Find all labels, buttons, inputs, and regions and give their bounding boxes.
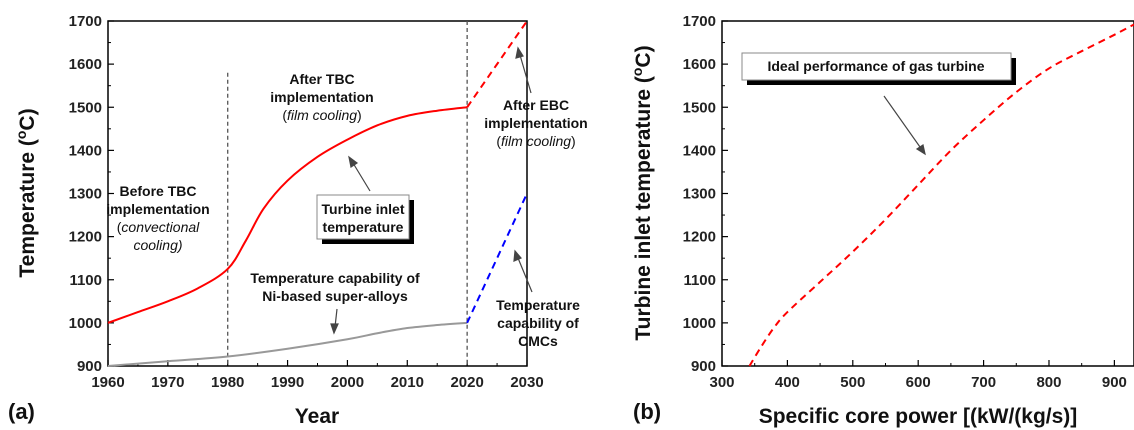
svg-text:Temperature (oC): Temperature (oC) bbox=[13, 108, 39, 277]
panel-a-y-tick-label: 1600 bbox=[69, 56, 102, 73]
arrow-tit bbox=[352, 162, 371, 192]
panel-a-y-tick-label: 1400 bbox=[69, 142, 102, 159]
panel-b-y-tick-label: 1000 bbox=[683, 315, 716, 332]
panel-b-y-tick-label: 1500 bbox=[683, 99, 716, 116]
panel-b-arrows bbox=[883, 95, 926, 156]
panel-a-y-axis-title: Temperature (oC) bbox=[13, 108, 39, 277]
arrow-ideal bbox=[883, 95, 921, 148]
panel-a-y-tick-label: 900 bbox=[77, 358, 102, 375]
panel-a-series bbox=[107, 20, 528, 367]
panel-a-x-tick-label: 1970 bbox=[151, 374, 184, 391]
panel-a-y-tick-label: 1100 bbox=[69, 272, 102, 289]
annotation-ideal-performance: Ideal performance of gas turbine bbox=[767, 58, 984, 74]
panel-b-y-tick-label: 1200 bbox=[683, 229, 716, 246]
panel-b-x-tick-label: 900 bbox=[1102, 374, 1127, 391]
panel-a-x-tick-label: 2010 bbox=[391, 374, 424, 391]
annotation-before-tbc-line3: (convectional bbox=[117, 219, 200, 235]
panel-b-label: (b) bbox=[633, 399, 661, 424]
annotation-before-tbc-line1: Before TBC bbox=[119, 183, 196, 199]
panel-a-x-tick-label: 1960 bbox=[91, 374, 124, 391]
panel-b-y-tick-label: 1400 bbox=[683, 142, 716, 159]
panel-a-y-tick-label: 1500 bbox=[69, 99, 102, 116]
panel-b-x-tick-label: 300 bbox=[709, 374, 734, 391]
panel-a-series-line-0 bbox=[107, 106, 468, 324]
panel-b-y-tick-label: 1100 bbox=[683, 272, 716, 289]
panel-a-arrows bbox=[330, 46, 533, 335]
panel-a-x-tick-label: 2000 bbox=[331, 374, 364, 391]
arrow-ni-alloys-head bbox=[330, 323, 339, 335]
annotation-after-tbc-line1: After TBC bbox=[289, 71, 354, 87]
panel-b-y-tick-label: 1700 bbox=[683, 13, 716, 30]
annotation-after-ebc-line2: implementation bbox=[484, 115, 587, 131]
panel-a-series-line-2 bbox=[107, 321, 468, 367]
tit-box bbox=[316, 194, 410, 240]
panel-a-y-tick-label: 1700 bbox=[69, 13, 102, 30]
panel-b-x-tick-label: 800 bbox=[1036, 374, 1061, 391]
annotation-after-tbc-line3: (film cooling) bbox=[282, 107, 361, 123]
panel-a-x-axis-title: Year bbox=[295, 405, 339, 428]
panel-a-y-tick-label: 1200 bbox=[69, 229, 102, 246]
panel-b-x-tick-label: 600 bbox=[906, 374, 931, 391]
panel-a: 1960 1970 1980 1990 2000 2010 2020 2030 900 1000 1… bbox=[8, 13, 588, 428]
panel-a-x-tick-label: 1980 bbox=[211, 374, 244, 391]
panel-a-x-tick-label: 1990 bbox=[271, 374, 304, 391]
svg-text:Turbine inlet temperature (oC): Turbine inlet temperature (oC) bbox=[629, 45, 655, 340]
panel-b-y-tick-label: 1600 bbox=[683, 56, 716, 73]
panel-b-x-tick-label: 500 bbox=[840, 374, 865, 391]
panel-a-x-tick-label: 2020 bbox=[450, 374, 483, 391]
arrow-ideal-head bbox=[915, 144, 926, 156]
annotation-after-ebc-line1: After EBC bbox=[503, 97, 569, 113]
panel-b-x-tick-label: 400 bbox=[775, 374, 800, 391]
arrow-cmc bbox=[517, 257, 533, 293]
annotation-ni-alloys-line2: Ni-based super-alloys bbox=[262, 288, 408, 304]
panel-b-series-line-0 bbox=[748, 23, 1134, 367]
panel-a-label: (a) bbox=[8, 399, 35, 424]
panel-a-x-tick-label: 2030 bbox=[510, 374, 543, 391]
arrow-cmc-head bbox=[513, 249, 522, 262]
panel-b-y-axis-title: Turbine inlet temperature (oC) bbox=[629, 45, 655, 340]
annotation-tit-line1: Turbine inlet bbox=[322, 201, 405, 217]
panel-b-x-axis-title: Specific core power [(kW/(kg/s)] bbox=[759, 405, 1078, 428]
annotation-cmc-line1: Temperature bbox=[496, 297, 580, 313]
arrow-after-ebc-head bbox=[515, 46, 524, 59]
panel-b-y-tick-label: 1300 bbox=[683, 186, 716, 203]
annotation-tit-line2: temperature bbox=[323, 219, 404, 235]
annotation-before-tbc-line4: cooling) bbox=[133, 237, 182, 253]
panel-b-x-tick-label: 700 bbox=[971, 374, 996, 391]
panel-b-ticks: 300 400 500 600 700 800 900 900 1000 1100 1200 1300… bbox=[683, 13, 1127, 391]
annotation-cmc-line3: CMCs bbox=[518, 333, 558, 349]
panel-a-y-tick-label: 1000 bbox=[69, 315, 102, 332]
arrow-tit-head bbox=[348, 155, 359, 168]
panel-a-ticks: 1960 1970 1980 1990 2000 2010 2020 2030 900 1000 1… bbox=[69, 13, 544, 391]
annotation-after-tbc-line2: implementation bbox=[270, 89, 373, 105]
panel-b-y-tick-label: 900 bbox=[691, 358, 716, 375]
annotation-cmc-line2: capability of bbox=[497, 315, 579, 331]
annotation-after-ebc-line3: (film cooling) bbox=[496, 133, 575, 149]
annotation-ni-alloys-line1: Temperature capability of bbox=[250, 270, 420, 286]
arrow-after-ebc bbox=[519, 54, 532, 94]
annotation-before-tbc-line2: implementation bbox=[106, 201, 209, 217]
panel-a-series-line-1 bbox=[466, 20, 528, 108]
panel-b: 300 400 500 600 700 800 900 900 1000 1100 1200 1300… bbox=[629, 13, 1134, 428]
panel-a-reference-lines bbox=[227, 21, 468, 366]
panel-a-y-tick-label: 1300 bbox=[69, 186, 102, 203]
panel-b-series bbox=[748, 23, 1134, 367]
ideal-box bbox=[741, 52, 1012, 81]
